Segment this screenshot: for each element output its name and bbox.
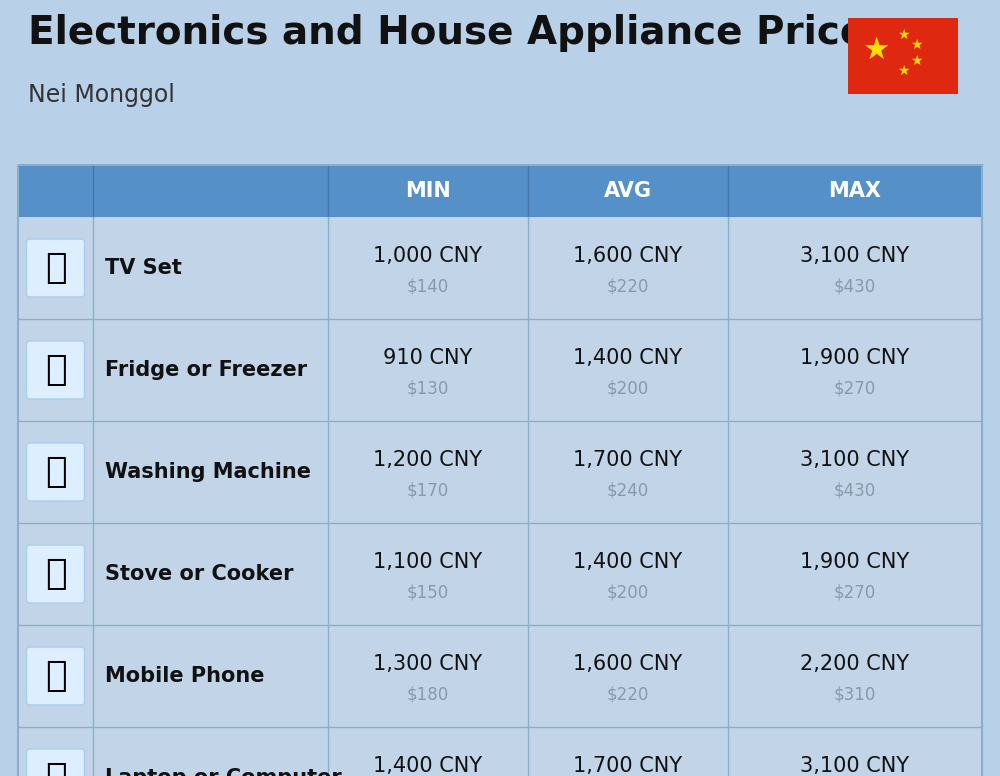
Text: $200: $200 <box>607 379 649 397</box>
Text: 1,400 CNY: 1,400 CNY <box>373 756 483 776</box>
Bar <box>18 523 982 625</box>
Text: 1,100 CNY: 1,100 CNY <box>373 552 483 572</box>
Text: TV Set: TV Set <box>105 258 182 278</box>
Text: AVG: AVG <box>604 181 652 201</box>
Text: 🥶: 🥶 <box>45 353 66 387</box>
FancyBboxPatch shape <box>26 545 84 603</box>
Text: 🔥: 🔥 <box>45 557 66 591</box>
Text: 1,300 CNY: 1,300 CNY <box>373 654 483 674</box>
Bar <box>18 727 982 776</box>
Text: 1,400 CNY: 1,400 CNY <box>573 552 683 572</box>
Text: ★: ★ <box>862 36 889 64</box>
FancyBboxPatch shape <box>26 341 84 399</box>
Bar <box>18 165 982 776</box>
Text: 💻: 💻 <box>45 761 66 776</box>
Text: Fridge or Freezer: Fridge or Freezer <box>105 360 307 380</box>
Text: Nei Monggol: Nei Monggol <box>28 83 175 107</box>
Bar <box>18 421 982 523</box>
Bar <box>18 625 982 727</box>
Text: 1,700 CNY: 1,700 CNY <box>573 450 683 470</box>
Bar <box>18 217 982 319</box>
Text: Washing Machine: Washing Machine <box>105 462 311 482</box>
Text: 3,100 CNY: 3,100 CNY <box>800 450 910 470</box>
Text: $430: $430 <box>834 277 876 295</box>
Text: ★: ★ <box>910 38 922 52</box>
Text: $140: $140 <box>407 277 449 295</box>
Text: MAX: MAX <box>828 181 882 201</box>
Text: 1,600 CNY: 1,600 CNY <box>573 654 683 674</box>
Text: $430: $430 <box>834 481 876 499</box>
Text: ★: ★ <box>897 28 909 42</box>
Text: 1,400 CNY: 1,400 CNY <box>573 348 683 368</box>
Text: $180: $180 <box>407 685 449 703</box>
Text: 910 CNY: 910 CNY <box>383 348 473 368</box>
Text: Electronics and House Appliance Prices: Electronics and House Appliance Prices <box>28 14 889 52</box>
Text: $220: $220 <box>607 685 649 703</box>
Text: 3,100 CNY: 3,100 CNY <box>800 246 910 266</box>
Text: $270: $270 <box>834 583 876 601</box>
Text: $310: $310 <box>834 685 876 703</box>
Text: $220: $220 <box>607 277 649 295</box>
Text: 📱: 📱 <box>45 659 66 693</box>
Text: $270: $270 <box>834 379 876 397</box>
Text: 1,200 CNY: 1,200 CNY <box>373 450 483 470</box>
Text: ★: ★ <box>910 54 922 68</box>
FancyBboxPatch shape <box>26 239 84 297</box>
Text: 🫧: 🫧 <box>45 455 66 489</box>
Text: ★: ★ <box>897 64 909 78</box>
Text: Mobile Phone: Mobile Phone <box>105 666 264 686</box>
Text: 1,900 CNY: 1,900 CNY <box>800 552 910 572</box>
Text: 1,700 CNY: 1,700 CNY <box>573 756 683 776</box>
Text: Laptop or Computer: Laptop or Computer <box>105 768 342 776</box>
Text: $150: $150 <box>407 583 449 601</box>
Text: 3,100 CNY: 3,100 CNY <box>800 756 910 776</box>
Bar <box>18 319 982 421</box>
Text: $130: $130 <box>407 379 449 397</box>
FancyBboxPatch shape <box>26 443 84 501</box>
Text: $240: $240 <box>607 481 649 499</box>
Text: MIN: MIN <box>405 181 451 201</box>
Text: 📺: 📺 <box>45 251 66 285</box>
FancyBboxPatch shape <box>26 749 84 776</box>
Text: $170: $170 <box>407 481 449 499</box>
Text: $200: $200 <box>607 583 649 601</box>
Text: 1,600 CNY: 1,600 CNY <box>573 246 683 266</box>
Text: 1,900 CNY: 1,900 CNY <box>800 348 910 368</box>
Bar <box>18 165 982 217</box>
Text: 1,000 CNY: 1,000 CNY <box>373 246 483 266</box>
Text: 2,200 CNY: 2,200 CNY <box>800 654 910 674</box>
Text: Stove or Cooker: Stove or Cooker <box>105 564 294 584</box>
FancyBboxPatch shape <box>26 647 84 705</box>
Bar <box>848 18 958 94</box>
